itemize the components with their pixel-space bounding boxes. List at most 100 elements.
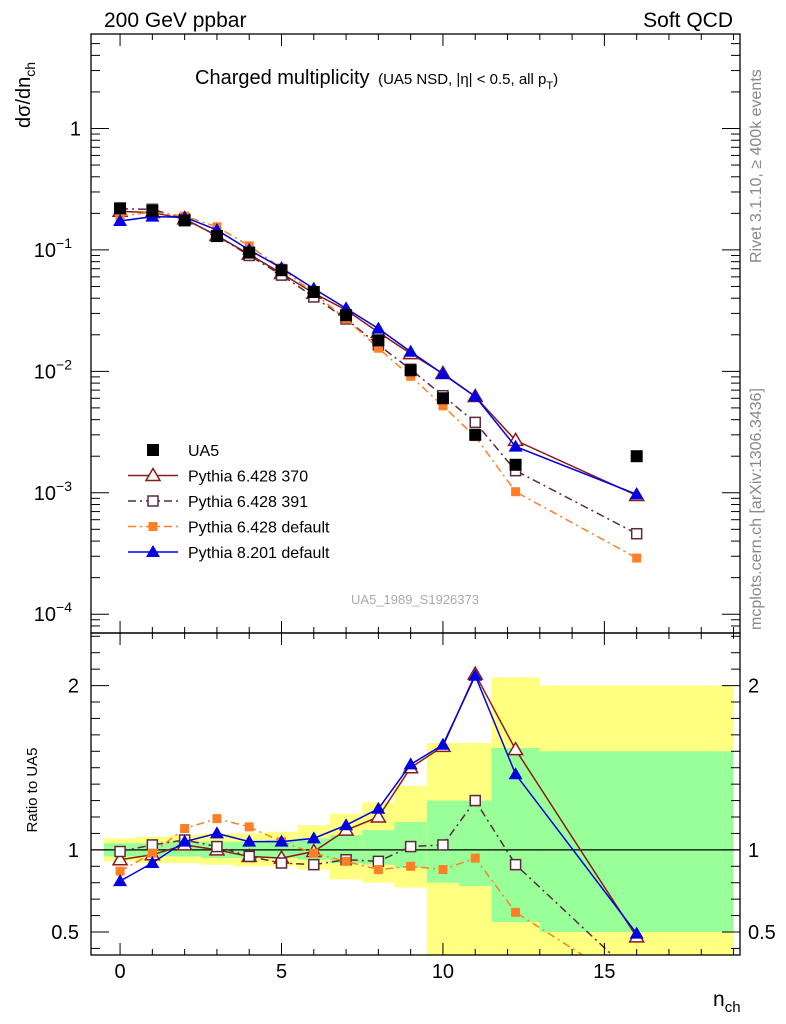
ratio-point-p391 — [437, 839, 449, 851]
xlabel-sub: ch — [725, 999, 741, 1016]
ratio-series-pdef — [115, 814, 584, 955]
legend-label: Pythia 6.428 391 — [188, 494, 308, 511]
point-data — [630, 450, 643, 463]
main-ylabel-text: dσ/dn — [13, 77, 35, 128]
legend: UA5 Pythia 6.428 370 Pythia 6.428 391 Pythi… — [128, 443, 330, 562]
ratio-bands — [103, 677, 734, 955]
legend-label: Pythia 6.428 370 — [188, 469, 308, 486]
header-right: Soft QCD — [643, 9, 733, 32]
ratio-point-p391 — [243, 850, 255, 863]
point-data — [243, 246, 256, 259]
point-pdef — [438, 401, 448, 411]
point-data — [436, 392, 449, 405]
header-left: 200 GeV ppbar — [104, 9, 246, 32]
ratio-point-p8 — [145, 856, 160, 868]
y-tick-label: 10−1 — [34, 235, 72, 262]
chart-title: Charged multiplicity (UA5 NSD, |η| < 0.5… — [195, 67, 558, 92]
y-tick-exponent: −1 — [56, 235, 72, 251]
band-inner-bin — [539, 751, 734, 932]
point-p391 — [630, 527, 643, 540]
xlabel-n: n — [713, 988, 725, 1011]
point-p8 — [435, 367, 450, 380]
ratio-point-p8 — [209, 826, 224, 839]
chart-title-subsub: T — [546, 80, 553, 92]
ratio-y-tick-label-right: 2 — [748, 676, 759, 698]
ratio-point-pdef — [406, 861, 416, 871]
ratio-point-p391 — [275, 857, 288, 869]
main-series — [111, 202, 645, 563]
point-data — [178, 214, 191, 227]
ratio-point-pdef — [470, 853, 480, 863]
point-pdef — [373, 343, 383, 353]
ratio-point-p370 — [507, 741, 524, 756]
ratio-y-tick-label: 2 — [68, 676, 79, 698]
legend-marker — [148, 522, 158, 531]
y-tick-label: 10−2 — [34, 356, 72, 383]
ratio-point-p391 — [404, 840, 417, 853]
x-tick-label: 0 — [114, 961, 125, 983]
chart-title-end: ) — [553, 71, 558, 88]
y-tick-exponent: −4 — [56, 599, 72, 615]
legend-entry-p370: Pythia 6.428 370 — [128, 467, 308, 486]
rivet-label: Rivet 3.1.10, ≥ 400k events — [748, 69, 765, 263]
ratio-point-p8 — [468, 668, 483, 681]
point-data — [509, 458, 522, 471]
y-tick-label: 10−4 — [34, 599, 72, 626]
ratio-point-p391 — [146, 839, 159, 851]
ratio-point-p8 — [113, 874, 128, 887]
ratio-point-p370 — [370, 808, 387, 823]
point-p8 — [113, 214, 128, 227]
point-data — [307, 286, 320, 299]
series-p391 — [114, 203, 643, 540]
series-data — [114, 202, 643, 471]
ratio-point-p391 — [469, 794, 481, 807]
mcplots-label: mcplots.cern.ch [arXiv:1306.3436] — [748, 388, 765, 630]
ratio-y-tick-label-right: 0.5 — [748, 922, 776, 944]
point-pdef — [511, 487, 521, 497]
point-pdef — [406, 371, 416, 381]
ratio-point-pdef — [115, 866, 125, 876]
legend-marker — [147, 444, 159, 456]
x-tick-label: 15 — [593, 961, 615, 983]
x-tick-label: 5 — [276, 961, 287, 983]
point-data — [210, 230, 223, 243]
main-frame — [90, 33, 741, 634]
ratio-point-pdef — [438, 865, 448, 875]
point-data — [114, 202, 127, 215]
series-line-pdef — [119, 211, 638, 559]
y-tick-mantissa: 10 — [34, 361, 56, 383]
legend-entry-data: UA5 — [147, 443, 219, 460]
y-tick-exponent: −2 — [56, 356, 72, 372]
ratio-point-pdef — [147, 848, 157, 858]
ratio-point-p8 — [306, 831, 321, 844]
ratio-point-p8 — [403, 757, 418, 770]
legend-marker — [147, 495, 159, 507]
y-tick-mantissa: 10 — [34, 483, 56, 505]
legend-marker — [144, 467, 162, 482]
ratio-y-tick-label: 0.5 — [51, 922, 79, 944]
point-p8 — [403, 344, 418, 357]
legend-entry-pdef: Pythia 6.428 default — [128, 520, 330, 537]
y-tick-label: 1 — [70, 118, 81, 140]
point-data — [146, 204, 159, 217]
ratio-point-p8 — [339, 818, 354, 831]
ratio-ylabel: Ratio to UA5 — [24, 747, 41, 832]
ratio-point-p8 — [435, 737, 450, 750]
analysis-watermark: UA5_1989_S1926373 — [351, 592, 479, 607]
y-tick-mantissa: 1 — [70, 118, 81, 140]
y-tick-label: 10−3 — [34, 478, 72, 505]
point-data — [404, 364, 417, 377]
ratio-point-pdef — [212, 814, 222, 824]
legend-marker — [146, 545, 160, 557]
ratio-line-p8 — [119, 673, 638, 935]
point-p8 — [508, 439, 523, 452]
point-data — [275, 264, 288, 277]
ratio-point-p391 — [308, 858, 320, 871]
ratio-point-p8 — [242, 834, 257, 847]
xlabel: nch — [713, 988, 741, 1016]
ratio-point-pdef — [309, 848, 319, 858]
ratio-frame — [90, 632, 741, 956]
band-inner-bin — [265, 840, 298, 859]
